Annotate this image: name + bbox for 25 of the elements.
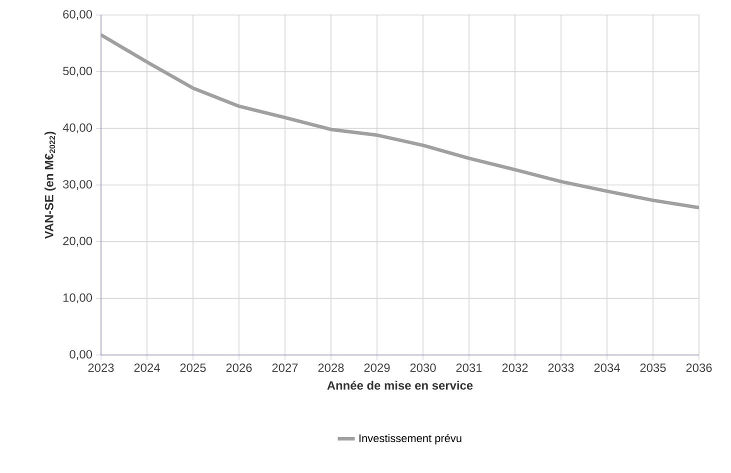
x-axis-title: Année de mise en service <box>327 380 473 390</box>
y-tick-label: 30,00 <box>63 180 92 190</box>
x-tick-label: 2028 <box>318 364 344 372</box>
y-tick-label: 40,00 <box>62 123 92 134</box>
x-tick-label: 2034 <box>594 364 620 372</box>
x-tick-label: 2023 <box>88 364 114 372</box>
x-tick-label: 2035 <box>640 364 666 372</box>
x-tick-label: 2033 <box>548 364 574 372</box>
x-tick-label: 2036 <box>686 364 712 372</box>
y-tick-label: 50,00 <box>63 66 92 77</box>
x-tick-label: 2030 <box>410 364 436 372</box>
x-tick-label: 2032 <box>502 364 528 372</box>
x-tick-label: 2024 <box>134 364 160 372</box>
x-tick-label: 2027 <box>272 364 298 372</box>
y-tick-label: 20,00 <box>63 236 92 247</box>
legend-label: Investissement prévu <box>359 434 462 444</box>
x-tick-label: 2026 <box>226 364 252 372</box>
y-tick-label: 10,00 <box>63 293 92 304</box>
line-series <box>101 33 700 210</box>
x-tick-label: 2029 <box>364 364 390 372</box>
x-tick-label: 2031 <box>456 364 482 372</box>
y-tick-label: 60,00 <box>63 10 92 20</box>
x-tick-label: 2025 <box>180 364 206 372</box>
y-axis-title: VAN-SE (en M€$_{2022}$) <box>44 132 56 239</box>
y-tick-label: 0,00 <box>70 350 92 360</box>
